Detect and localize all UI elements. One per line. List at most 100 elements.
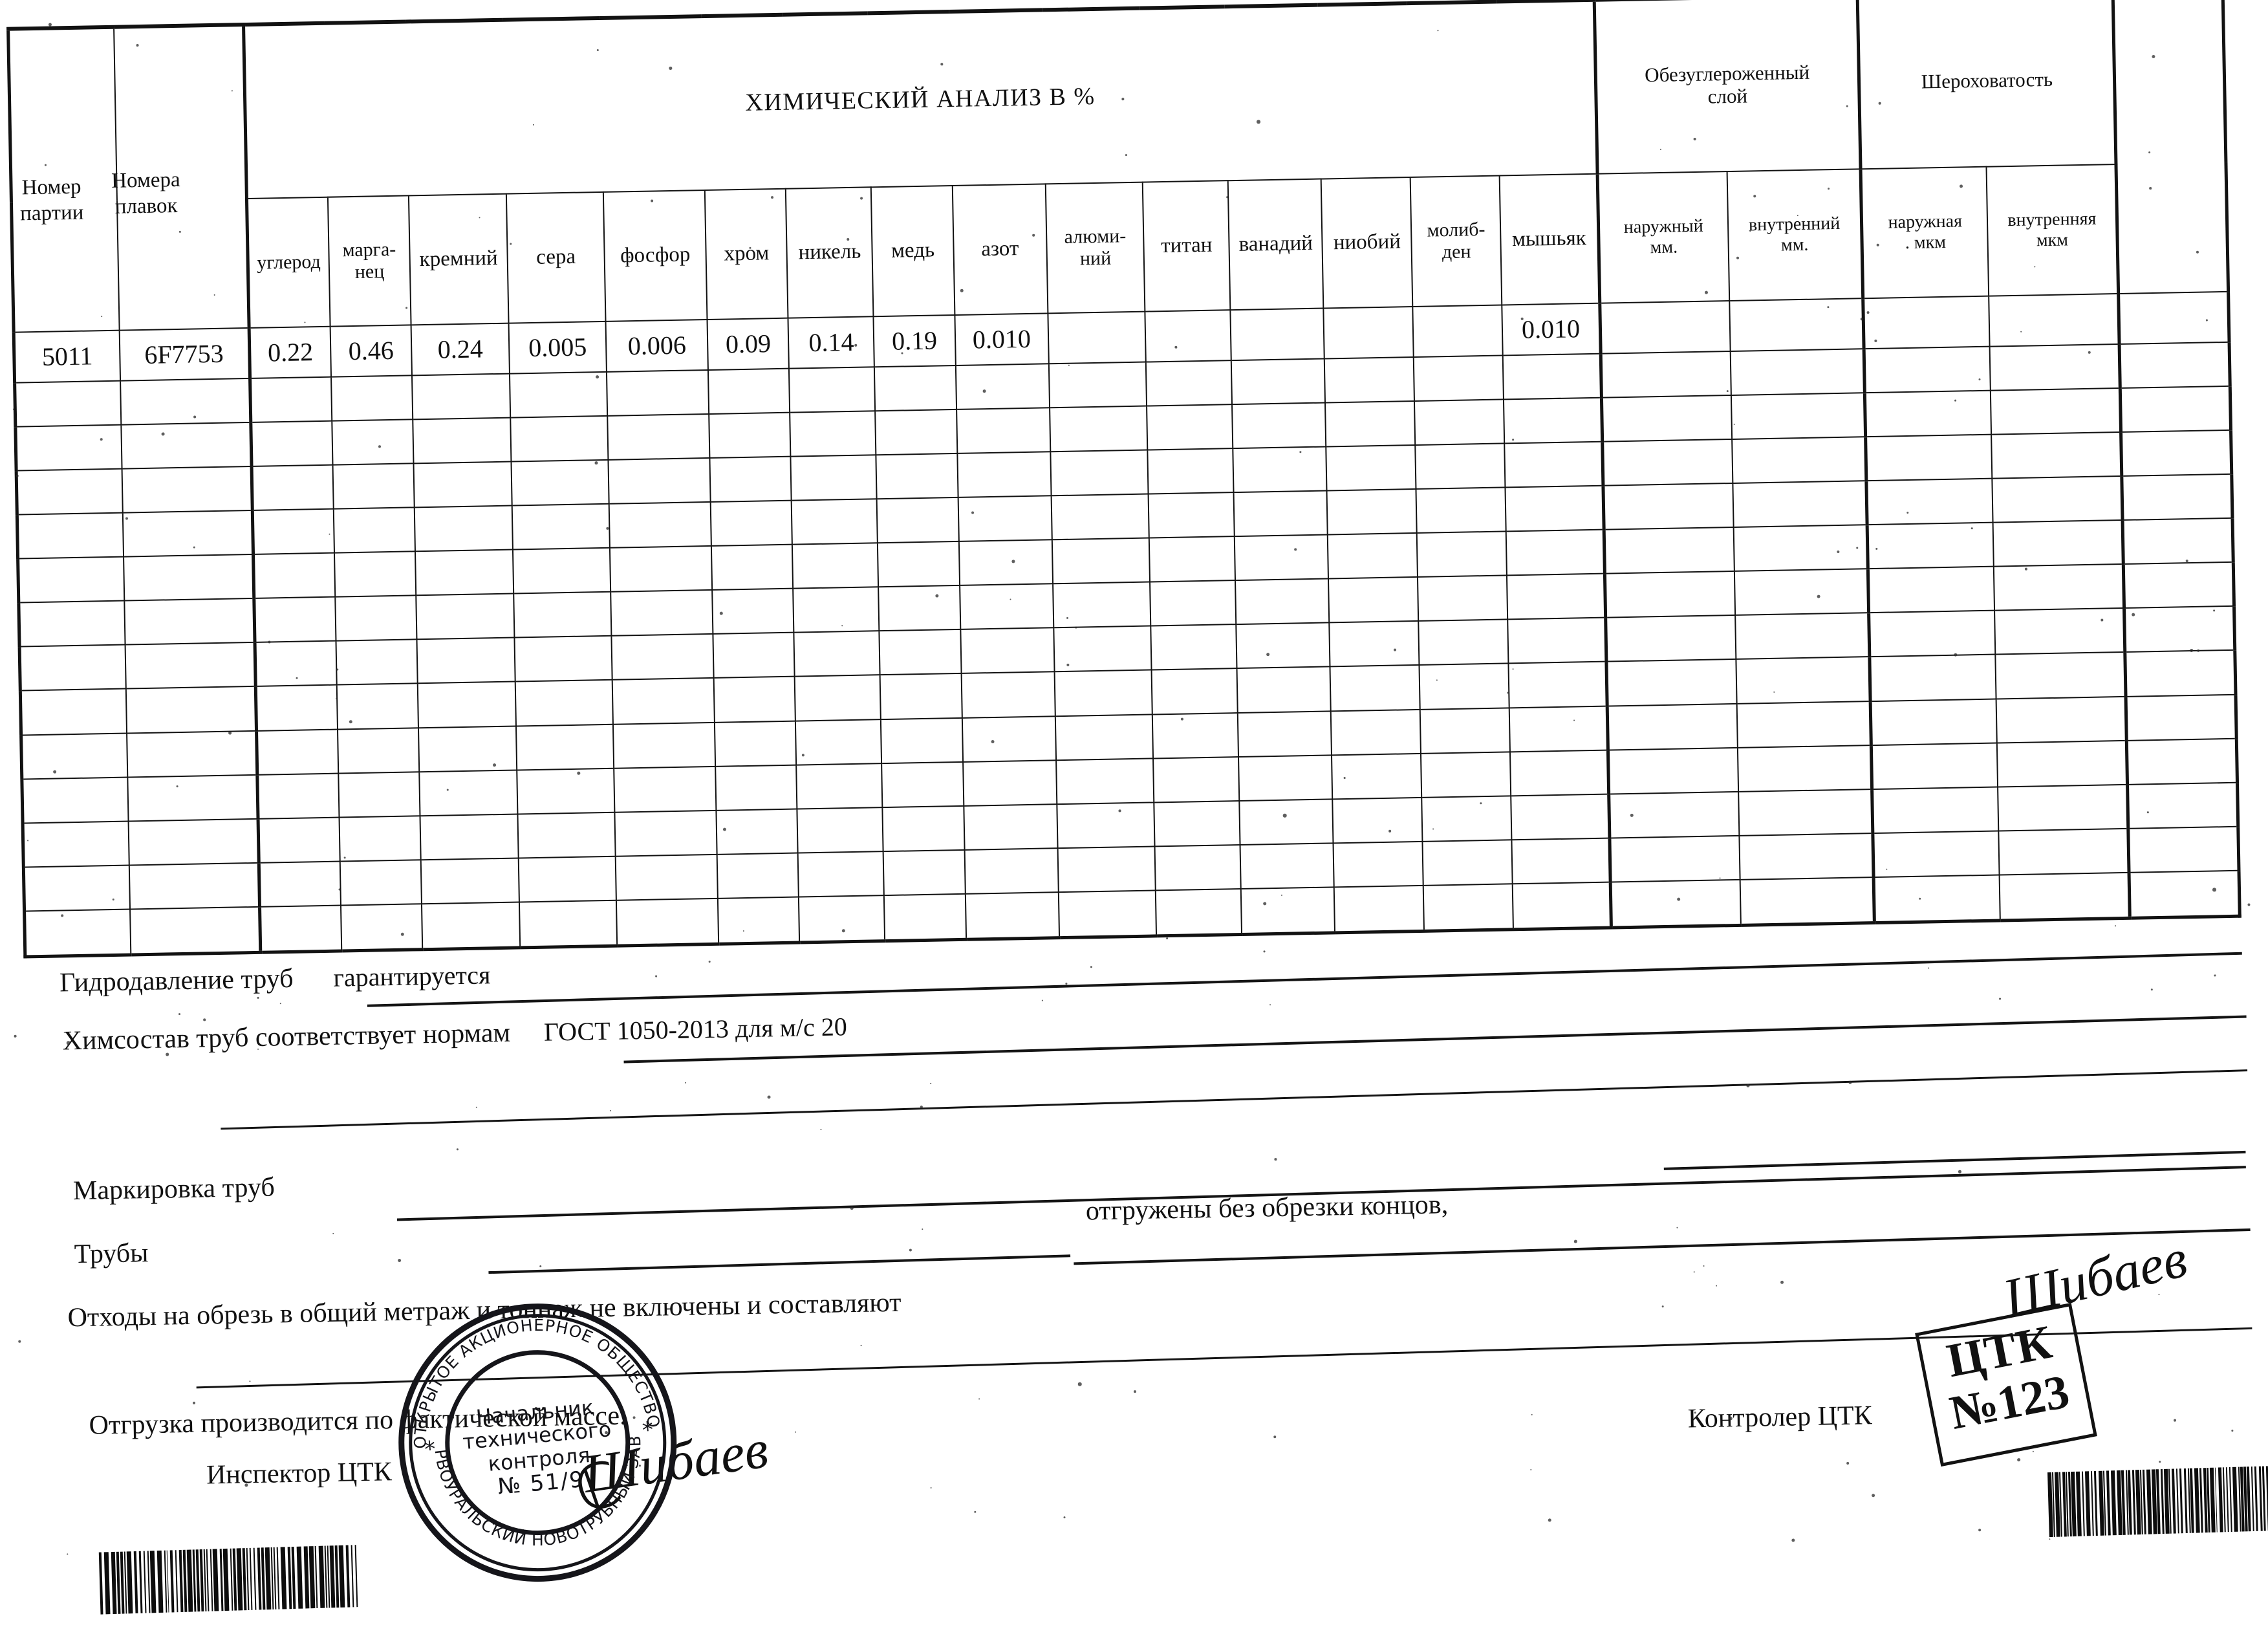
table-empty-cell (1054, 670, 1153, 716)
table-empty-cell (21, 733, 127, 780)
hydro-pressure-value[interactable]: гарантируется (333, 960, 491, 992)
table-empty-cell (958, 540, 1053, 586)
col-header-rough-inner: внутренняя мкм (1986, 164, 2119, 296)
table-empty-cell (1740, 877, 1875, 926)
inspector-label: Инспектор ЦТК (206, 1457, 393, 1490)
extra-column-header (2113, 0, 2229, 294)
hydro-pressure-rule (367, 952, 2242, 1007)
table-empty-cell (1606, 703, 1738, 750)
table-empty-cell (509, 371, 608, 418)
table-empty-cell (615, 854, 718, 900)
table-empty-cell (958, 496, 1052, 542)
table-empty-cell (517, 812, 616, 858)
table-empty-cell (1423, 884, 1514, 932)
table-empty-cell (965, 892, 1060, 940)
table-empty-cell (1736, 657, 1871, 704)
table-empty-cell (1730, 349, 1865, 395)
col-header-decarb-outer: наружный мм. (1597, 171, 1729, 303)
table-empty-cell (1513, 882, 1611, 930)
table-empty-cell (790, 455, 877, 501)
table-empty-cell (609, 502, 711, 548)
cell-heat-numbers: 6F7753 (119, 327, 250, 381)
table-empty-cell (515, 680, 614, 726)
table-empty-cell (2119, 342, 2230, 388)
chem-norms-value[interactable]: ГОСТ 1050-2013 для м/с 20 (543, 1012, 848, 1047)
table-empty-cell (964, 848, 1059, 894)
table-empty-cell (127, 774, 258, 822)
table-empty-cell (516, 768, 615, 814)
table-empty-cell (18, 600, 125, 647)
cell-titanium (1145, 309, 1231, 362)
table-empty-cell (1994, 608, 2126, 655)
table-empty-cell (790, 411, 876, 457)
table-empty-cell (1734, 613, 1870, 660)
table-empty-cell (611, 634, 714, 681)
table-empty-cell (334, 551, 416, 597)
table-empty-cell (330, 375, 413, 421)
cell-nitrogen: 0.010 (955, 313, 1049, 365)
table-empty-cell (1421, 796, 1512, 842)
table-empty-cell (514, 636, 612, 682)
blank-rule-1 (221, 1069, 2248, 1130)
round-stamp-arc-text: ОТКРЫТОЕ АКЦИОНЕРНОЕ ОБЩЕСТВО «ПЕРВОУРАЛ… (387, 1292, 664, 1562)
table-empty-cell (334, 595, 417, 641)
table-empty-cell (413, 417, 512, 464)
barcode-controller (2047, 1466, 2268, 1538)
table-empty-cell (1233, 446, 1327, 493)
chemical-analysis-table: ХИМИЧЕСКИЙ АНАЛИЗ В % Обезуглероженный с… (6, 0, 2241, 959)
table-empty-cell (1610, 879, 1741, 928)
table-empty-cell (120, 422, 252, 469)
table-empty-cell (1731, 437, 1867, 484)
table-empty-cell (1416, 487, 1507, 534)
table-empty-cell (17, 512, 124, 559)
table-empty-cell (253, 552, 335, 599)
table-empty-cell (1995, 652, 2126, 699)
table-empty-cell (710, 500, 793, 547)
table-empty-cell (1505, 485, 1604, 532)
table-empty-cell (21, 777, 129, 823)
table-empty-cell (259, 861, 341, 907)
table-empty-cell (882, 805, 965, 851)
table-empty-cell (1996, 696, 2127, 743)
table-empty-cell (1503, 353, 1601, 400)
table-empty-cell (339, 816, 421, 862)
table-empty-cell (1332, 797, 1423, 844)
table-empty-cell (884, 893, 966, 941)
cell-sulfur: 0.005 (508, 321, 607, 374)
table-empty-cell (881, 761, 964, 807)
table-empty-cell (16, 468, 123, 515)
table-empty-cell (1235, 578, 1330, 625)
cell-arsenic: 0.010 (1502, 303, 1601, 356)
table-empty-cell (789, 367, 876, 413)
table-empty-cell (1417, 531, 1507, 578)
table-empty-cell (1153, 756, 1240, 803)
table-empty-cell (1868, 610, 1996, 657)
table-empty-cell (607, 369, 709, 416)
col-header-batch-number: Номер партии (19, 175, 84, 226)
table-empty-cell (794, 631, 880, 677)
table-empty-cell (876, 497, 959, 543)
table-empty-cell (717, 897, 800, 944)
table-empty-cell (1737, 745, 1872, 792)
table-empty-cell (959, 583, 1054, 630)
table-empty-cell (1414, 355, 1504, 401)
table-empty-cell (416, 637, 515, 684)
rough-group-title: Шероховатость (1857, 0, 2117, 169)
table-empty-cell (793, 587, 880, 633)
table-empty-cell (717, 853, 799, 899)
col-header-arsenic: мышьяк (1500, 173, 1600, 305)
table-empty-cell (1156, 888, 1242, 936)
col-header-nitrogen: азот (952, 184, 1048, 315)
table-empty-cell (419, 770, 518, 816)
table-empty-cell (1606, 659, 1737, 706)
table-empty-cell (519, 900, 618, 948)
table-empty-cell (795, 675, 881, 721)
table-empty-cell (511, 459, 609, 506)
svg-text:*: * (642, 1417, 654, 1443)
table-empty-cell (2123, 562, 2234, 609)
table-empty-cell (792, 499, 878, 545)
table-empty-cell (1997, 740, 2128, 787)
table-empty-cell (956, 452, 1052, 498)
table-empty-cell (2122, 474, 2233, 521)
